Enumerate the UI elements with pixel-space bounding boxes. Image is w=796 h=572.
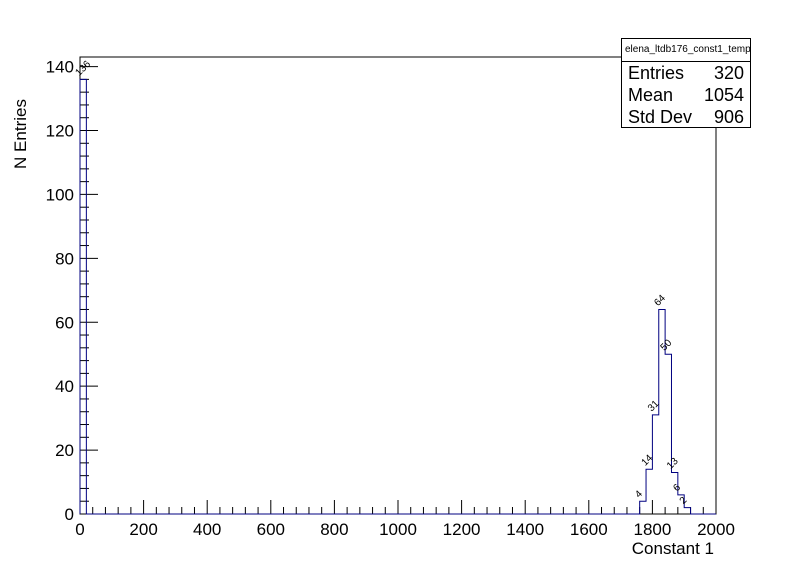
x-tick-label: 0 [75,520,84,539]
stats-value: 906 [713,107,744,127]
y-tick-label: 120 [46,122,74,141]
x-tick-label: 1600 [570,520,608,539]
x-tick-label: 400 [193,520,221,539]
bin-count-label: 64 [652,293,668,309]
bin-count-label: 136 [74,59,94,79]
y-tick-label: 100 [46,185,74,204]
y-tick-label: 140 [46,58,74,77]
stats-box: elena_ltdb176_const1_temp Entries 320 Me… [621,38,751,128]
x-tick-label: 800 [320,520,348,539]
stats-row-mean: Mean 1054 [622,84,750,106]
stats-label: Mean [628,85,674,105]
x-tick-label: 600 [257,520,285,539]
stats-box-title: elena_ltdb176_const1_temp [622,39,751,62]
stats-label: Entries [628,63,685,83]
stats-value: 1054 [703,85,744,105]
x-tick-label: 1800 [633,520,671,539]
x-tick-label: 1000 [379,520,417,539]
x-tick-label: 1400 [506,520,544,539]
stats-value: 320 [713,63,744,83]
x-tick-label: 1200 [443,520,481,539]
y-tick-label: 20 [55,441,74,460]
bin-count-label: 50 [659,337,675,353]
y-tick-label: 40 [55,377,74,396]
histogram-line [79,78,716,515]
y-tick-label: 0 [65,505,74,524]
bin-count-label: 14 [640,452,656,468]
stats-row-entries: Entries 320 [622,62,750,84]
y-tick-label: 60 [55,313,74,332]
y-axis-title: N Entries [11,99,30,169]
stats-label: Std Dev [628,107,693,127]
x-axis-title: Constant 1 [632,539,714,558]
bin-count-label: 4 [633,488,645,500]
x-tick-label: 2000 [697,520,735,539]
bin-count-label: 13 [665,456,681,472]
stats-row-stddev: Std Dev 906 [622,106,750,128]
y-tick-label: 80 [55,249,74,268]
y-axis-ticks: 0 20 40 60 80 100 120 140 [46,58,98,524]
x-tick-label: 200 [129,520,157,539]
bin-count-label: 31 [646,398,662,414]
x-axis-ticks: 0 200 400 600 800 1000 1200 1400 1600 1800 2000 [75,500,735,539]
